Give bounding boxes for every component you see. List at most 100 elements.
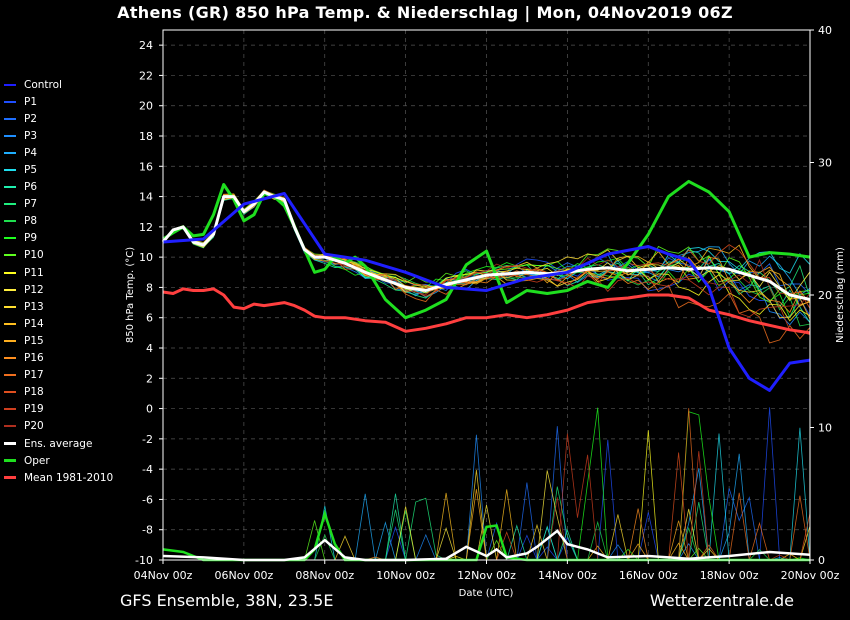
y-tick-label: 20 — [139, 100, 153, 113]
legend-swatch — [4, 322, 16, 325]
y-tick-label: -8 — [142, 524, 153, 537]
y2-axis-label: Niederschlag (mm) — [835, 247, 846, 343]
legend-item: P20 — [4, 418, 113, 435]
y2-tick-label: 10 — [818, 422, 832, 435]
legend-label: P9 — [24, 232, 38, 245]
x-tick-label: 18Nov 00z — [700, 569, 759, 582]
legend-swatch — [4, 408, 16, 411]
y-tick-label: 22 — [139, 69, 153, 82]
y-tick-label: 8 — [146, 281, 153, 294]
site-credit: Wetterzentrale.de — [649, 591, 794, 610]
legend-swatch — [4, 220, 16, 223]
y-tick-label: 16 — [139, 160, 153, 173]
legend-label: P12 — [24, 283, 44, 296]
legend-swatch — [4, 254, 16, 257]
legend-label: P7 — [24, 198, 38, 211]
y-tick-label: 18 — [139, 130, 153, 143]
legend-swatch — [4, 459, 16, 463]
legend-label: P14 — [24, 317, 44, 330]
legend-label: P11 — [24, 266, 44, 279]
legend-item: P14 — [4, 315, 113, 332]
legend-item: P10 — [4, 247, 113, 264]
precip-line-Ens. average — [162, 529, 811, 562]
legend-label: P15 — [24, 334, 44, 347]
legend-swatch — [4, 288, 16, 291]
legend-item: Oper — [4, 452, 113, 469]
legend-item: P18 — [4, 384, 113, 401]
legend-item: P6 — [4, 179, 113, 196]
legend-label: Control — [24, 78, 62, 91]
legend-swatch — [4, 271, 16, 274]
legend-item: P9 — [4, 230, 113, 247]
y-tick-label: 4 — [146, 342, 153, 355]
legend-swatch — [4, 117, 16, 120]
member-precip-P13 — [163, 469, 811, 561]
legend-swatch — [4, 134, 16, 137]
x-axis-label: Date (UTC) — [459, 588, 514, 599]
grid — [162, 30, 811, 560]
legend-label: P6 — [24, 181, 38, 194]
x-tick-label: 08Nov 00z — [295, 569, 354, 582]
y-tick-label: -10 — [135, 554, 153, 567]
x-tick-label: 04Nov 00z — [134, 569, 193, 582]
legend-swatch — [4, 357, 16, 360]
x-tick-label: 06Nov 00z — [215, 569, 274, 582]
y-tick-label: 12 — [139, 221, 153, 234]
legend-swatch — [4, 169, 16, 172]
legend-label: P4 — [24, 146, 38, 159]
legend-label: Mean 1981-2010 — [24, 471, 114, 484]
series-line-Control — [162, 192, 811, 392]
y2-tick-label: 20 — [818, 289, 832, 302]
legend-item: Mean 1981-2010 — [4, 469, 113, 486]
model-location-label: GFS Ensemble, 38N, 23.5E — [120, 591, 334, 610]
y-axis-label: 850 hPa Temp. (°C) — [125, 247, 136, 343]
legend-label: P19 — [24, 403, 44, 416]
legend-item: Control — [4, 76, 113, 93]
legend-item: P4 — [4, 144, 113, 161]
x-tick-label: 14Nov 00z — [538, 569, 597, 582]
legend-swatch — [4, 374, 16, 377]
legend-item: P3 — [4, 127, 113, 144]
legend-label: P10 — [24, 249, 44, 262]
legend-swatch — [4, 151, 16, 154]
legend-item: P15 — [4, 332, 113, 349]
legend-item: P5 — [4, 161, 113, 178]
series-line-Mean 1981-2010 — [162, 287, 811, 335]
y-tick-label: 14 — [139, 191, 153, 204]
legend-item: P11 — [4, 264, 113, 281]
y-tick-label: -6 — [142, 493, 153, 506]
legend-item: P8 — [4, 213, 113, 230]
y-tick-label: -4 — [142, 463, 153, 476]
legend-swatch — [4, 425, 16, 428]
legend-label: P16 — [24, 352, 44, 365]
legend: Control P1 P2 P3 P4 P5 P6 P7 P8 P9 P10 P11 P12 P13 P14… — [4, 76, 113, 486]
legend-item: P13 — [4, 298, 113, 315]
legend-swatch — [4, 203, 16, 206]
y-tick-label: 0 — [146, 403, 153, 416]
member-precip-P12 — [163, 470, 810, 561]
legend-label: P20 — [24, 420, 44, 433]
legend-label: P8 — [24, 215, 38, 228]
legend-item: P2 — [4, 110, 113, 127]
legend-item: P19 — [4, 401, 113, 418]
legend-label: P2 — [24, 112, 38, 125]
plot-frame — [162, 29, 811, 561]
y2-tick-label: 30 — [818, 157, 832, 170]
series-line-Ens. average — [161, 190, 811, 301]
legend-item: Ens. average — [4, 435, 113, 452]
y-tick-label: 6 — [146, 312, 153, 325]
legend-item: P7 — [4, 196, 113, 213]
y-tick-label: 24 — [139, 39, 153, 52]
x-tick-label: 16Nov 00z — [619, 569, 678, 582]
legend-label: Ens. average — [24, 437, 93, 450]
legend-label: P13 — [24, 300, 44, 313]
legend-label: P18 — [24, 386, 44, 399]
legend-item: P1 — [4, 93, 113, 110]
x-tick-label: 12Nov 00z — [457, 569, 516, 582]
legend-label: P5 — [24, 164, 38, 177]
legend-item: P12 — [4, 281, 113, 298]
legend-label: Oper — [24, 454, 50, 467]
axes: -10-8-6-4-202468101214161820222401020304… — [134, 24, 840, 582]
legend-swatch — [4, 237, 16, 240]
